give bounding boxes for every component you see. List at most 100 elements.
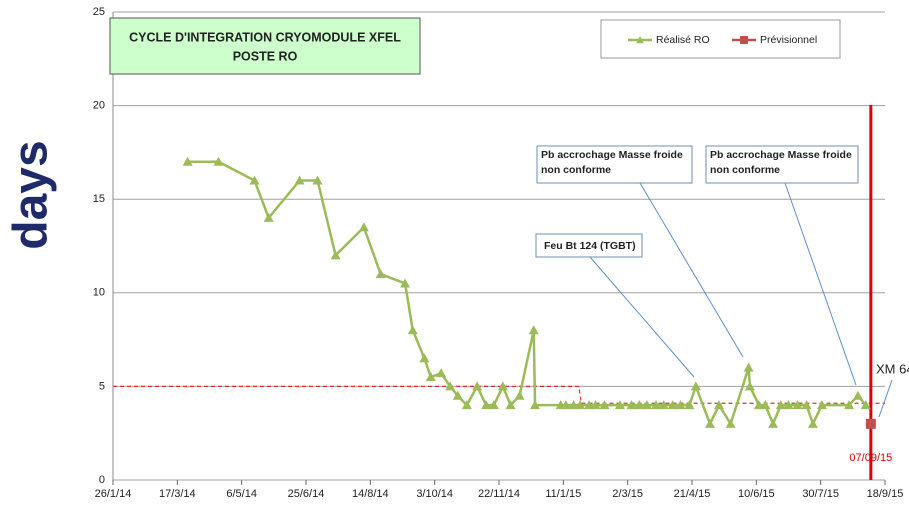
point bbox=[843, 400, 854, 410]
point bbox=[407, 325, 418, 335]
chart-title: POSTE RO bbox=[233, 49, 298, 63]
point bbox=[684, 400, 695, 410]
callout-text: Feu Bt 124 (TGBT) bbox=[544, 240, 636, 252]
point bbox=[461, 400, 472, 410]
point bbox=[249, 175, 260, 185]
y-tick-label: 15 bbox=[93, 193, 105, 205]
x-tick-label: 22/11/14 bbox=[478, 488, 520, 500]
y-tick-label: 5 bbox=[99, 380, 105, 392]
point bbox=[760, 400, 771, 410]
x-tick-label: 2/3/15 bbox=[612, 488, 643, 500]
point bbox=[658, 400, 669, 410]
legend-items: Réalisé RO Prévisionnel bbox=[628, 34, 817, 46]
point bbox=[816, 400, 827, 410]
point bbox=[614, 400, 625, 410]
point bbox=[768, 418, 779, 428]
point bbox=[575, 400, 586, 410]
legend-label: Prévisionnel bbox=[760, 34, 817, 46]
x-tick-label: 17/3/14 bbox=[159, 488, 196, 500]
point bbox=[650, 400, 661, 410]
x-tick-label: 3/10/14 bbox=[416, 488, 453, 500]
callout-arrow bbox=[878, 379, 893, 418]
callout-fo: Pb accrochage Masse froide non conforme bbox=[710, 149, 852, 176]
callout-arrow bbox=[589, 256, 695, 378]
point bbox=[801, 400, 812, 410]
point bbox=[714, 400, 725, 410]
x-tick-label: 25/6/14 bbox=[288, 488, 325, 500]
callout-box bbox=[535, 233, 643, 258]
point bbox=[419, 353, 430, 363]
point bbox=[626, 400, 637, 410]
point bbox=[725, 418, 736, 428]
x-tick-label: 30/7/15 bbox=[802, 488, 839, 500]
callout-text: Pb accrochage Masse froide non conforme bbox=[710, 149, 852, 176]
point bbox=[743, 362, 754, 372]
x-tick-label: 14/8/14 bbox=[352, 488, 389, 500]
y-tick-label: 20 bbox=[93, 100, 105, 112]
point bbox=[775, 400, 786, 410]
point bbox=[641, 400, 652, 410]
callout-arrow bbox=[784, 182, 857, 386]
plot: 0 5 10 15 20 25 26/1/14 17/3/14 6/5/14 25/6/14 14/… bbox=[93, 6, 904, 500]
y-axis-label: days bbox=[5, 140, 58, 249]
y-tick-label: 0 bbox=[99, 474, 105, 486]
point bbox=[400, 278, 411, 288]
point bbox=[807, 418, 818, 428]
point bbox=[783, 400, 794, 410]
reference-line bbox=[113, 385, 885, 404]
point bbox=[590, 400, 601, 410]
point bbox=[568, 400, 579, 410]
point bbox=[312, 175, 323, 185]
callout-box bbox=[536, 145, 693, 184]
point bbox=[634, 400, 645, 410]
point bbox=[436, 368, 447, 378]
legend-marker bbox=[636, 36, 644, 44]
point bbox=[488, 400, 499, 410]
point bbox=[865, 418, 876, 429]
point bbox=[425, 372, 436, 382]
point bbox=[528, 325, 539, 335]
callout-text: Pb accrochage Masse froide non conforme bbox=[541, 149, 683, 176]
legend-marker bbox=[740, 36, 748, 44]
marker-line-label: 07/09/15 bbox=[849, 452, 892, 464]
x-tick-label: 26/1/14 bbox=[95, 488, 132, 500]
point bbox=[560, 400, 571, 410]
point bbox=[675, 400, 686, 410]
point bbox=[514, 390, 525, 400]
point bbox=[358, 222, 369, 232]
point bbox=[690, 381, 701, 391]
y-tick-label: 10 bbox=[93, 287, 105, 299]
point bbox=[667, 400, 678, 410]
point bbox=[860, 400, 871, 410]
point bbox=[599, 400, 610, 410]
callout-fo: Pb accrochage Masse froide non conforme bbox=[541, 149, 683, 176]
x-tick-label: 11/1/15 bbox=[545, 488, 581, 500]
y-tick-label: 25 bbox=[93, 6, 105, 18]
point bbox=[472, 381, 483, 391]
point bbox=[744, 381, 755, 391]
point bbox=[705, 418, 716, 428]
point bbox=[530, 400, 541, 410]
point bbox=[852, 390, 863, 400]
callout-text: XM 64 bbox=[876, 361, 909, 376]
point bbox=[497, 381, 508, 391]
x-tick-label: 10/6/15 bbox=[738, 488, 775, 500]
point bbox=[213, 156, 224, 166]
point bbox=[182, 156, 193, 166]
callout-arrow bbox=[639, 182, 744, 358]
point bbox=[584, 400, 595, 410]
point bbox=[481, 400, 492, 410]
x-tick-label: 21/4/15 bbox=[674, 488, 711, 500]
x-tick-label: 18/9/15 bbox=[867, 488, 904, 500]
point bbox=[375, 269, 386, 279]
legend-label: Réalisé RO bbox=[656, 34, 710, 46]
callout-box bbox=[705, 145, 859, 184]
point bbox=[330, 250, 341, 260]
point bbox=[792, 400, 803, 410]
point bbox=[263, 212, 274, 222]
point bbox=[452, 390, 463, 400]
point bbox=[753, 400, 764, 410]
point bbox=[445, 381, 456, 391]
chart-title: CYCLE D'INTEGRATION CRYOMODULE XFEL bbox=[129, 30, 401, 44]
